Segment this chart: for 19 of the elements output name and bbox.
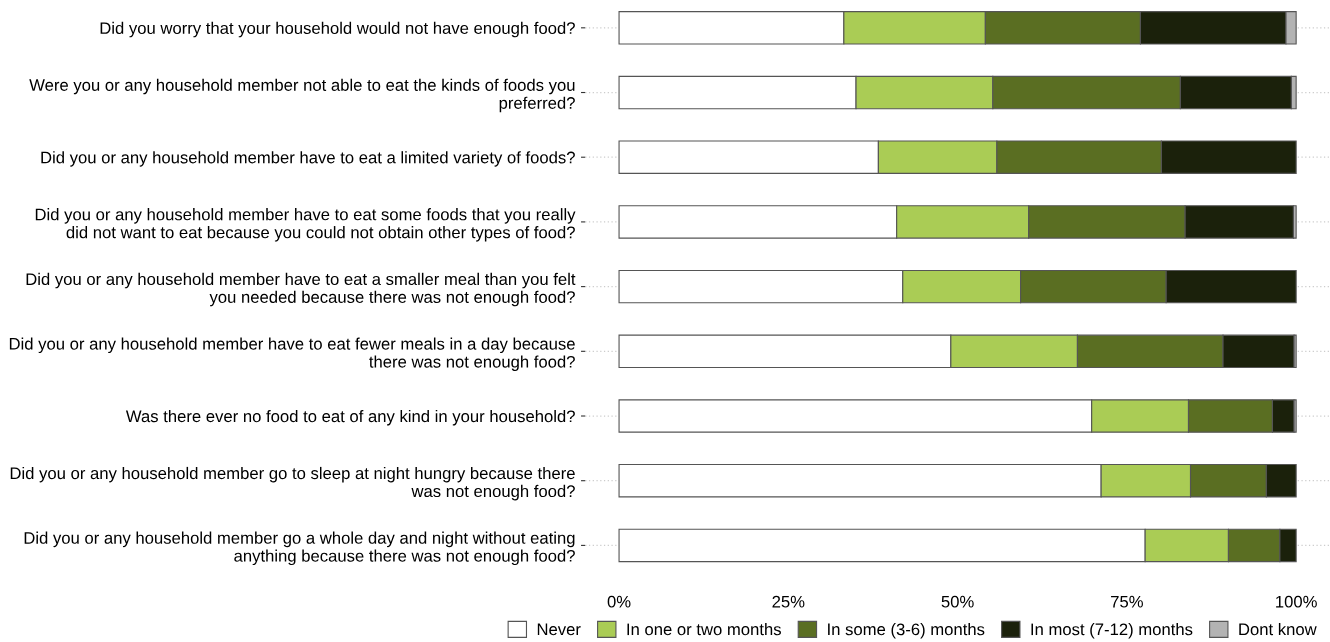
y-tick-label: Did you or any household member go a whole day and night without eating anything because there was not enough food?: [24, 531, 575, 566]
y-tick-label: Was there ever no food to eat of any kind in your household?: [125, 409, 575, 426]
y-tick-label: Did you or any household member go to sleep at night hungry because there was not enough food?: [10, 466, 575, 501]
y-tick-label: Did you or any household member have to eat a smaller meal than you felt you needed because there was not enough food?: [26, 272, 576, 307]
y-tick-label: Did you or any household member have to eat fewer meals in a day because there was not enough food?: [9, 337, 575, 371]
y-tick-label: Did you worry that your household would not have enough food?: [100, 21, 575, 38]
x-tick-label: 0%: [607, 595, 631, 608]
x-tick-label: 25%: [772, 595, 805, 608]
y-tick-label: Did you or any household member have to eat some foods that you really did not want to eat because you could not obtain other types of food?: [35, 208, 576, 242]
x-tick-label: 50%: [941, 595, 974, 608]
x-tick-label: 100%: [1276, 595, 1317, 608]
legend-label: In some (3-6) months: [828, 623, 985, 639]
x-tick-label: 75%: [1111, 595, 1143, 608]
legend-label: Never: [537, 623, 581, 636]
y-tick-label: Did you or any household member have to eat a limited variety of foods?: [41, 151, 575, 167]
legend-label: In one or two months: [627, 623, 781, 636]
y-tick-label: Were you or any household member not able to eat the kinds of foods you preferred?: [29, 78, 575, 113]
legend-label: In most (7-12) months: [1031, 623, 1193, 639]
legend-label: Dont know: [1239, 623, 1317, 636]
